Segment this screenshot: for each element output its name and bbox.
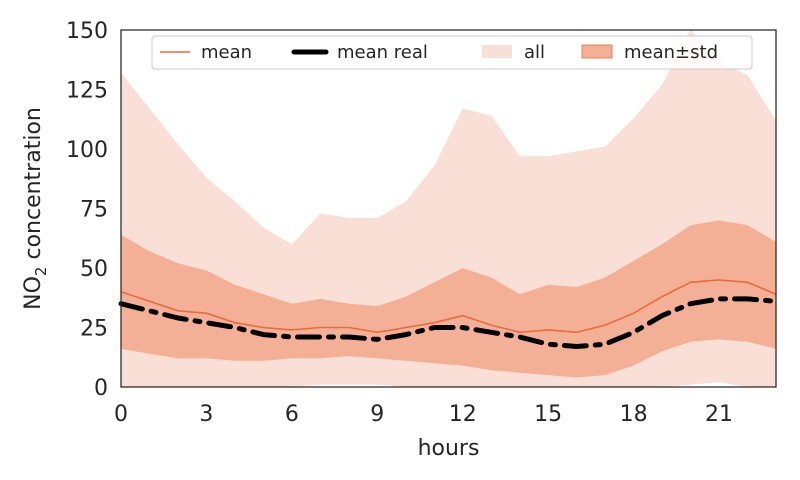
- y-axis: 0 25 50 75 100 125 150: [66, 19, 108, 401]
- x-axis-label: hours: [418, 436, 480, 461]
- series-mean-real-line: [118, 296, 779, 349]
- y-tick-label: 75: [80, 198, 108, 223]
- legend-all-swatch: [482, 45, 512, 58]
- legend-std-label: mean±std: [624, 42, 718, 63]
- x-tick-label: 3: [199, 402, 213, 427]
- x-tick-label: 18: [620, 402, 648, 427]
- legend-mean-real-label: mean real: [337, 42, 428, 63]
- legend-all-label: all: [524, 42, 545, 63]
- y-axis-label-subscript: 2: [32, 267, 50, 277]
- y-tick-label: 0: [94, 376, 108, 401]
- y-tick-label: 100: [66, 138, 108, 163]
- axes-frame: [120, 29, 777, 388]
- x-axis: 0 3 6 9 12 15 18 21: [114, 402, 733, 427]
- legend-mean-label: mean: [201, 42, 252, 63]
- y-axis-label-rest: concentration: [21, 107, 46, 266]
- x-tick-label: 15: [534, 402, 562, 427]
- plot-area: [118, 30, 779, 387]
- x-tick-label: 0: [114, 402, 128, 427]
- x-tick-label: 6: [285, 402, 299, 427]
- y-tick-label: 50: [80, 257, 108, 282]
- y-tick-label: 150: [66, 19, 108, 44]
- x-tick-label: 9: [370, 402, 384, 427]
- x-tick-label: 21: [705, 402, 733, 427]
- x-tick-label: 12: [449, 402, 477, 427]
- series-mean-line: [120, 279, 777, 334]
- legend-std-swatch: [581, 44, 613, 59]
- y-axis-label-main: NO: [21, 276, 46, 310]
- y-tick-label: 25: [80, 317, 108, 342]
- legend: mean mean real all mean±std: [151, 35, 753, 70]
- legend-box: [151, 35, 753, 70]
- y-tick-label: 125: [66, 79, 108, 104]
- y-axis-label: NO2 concentration: [21, 107, 50, 310]
